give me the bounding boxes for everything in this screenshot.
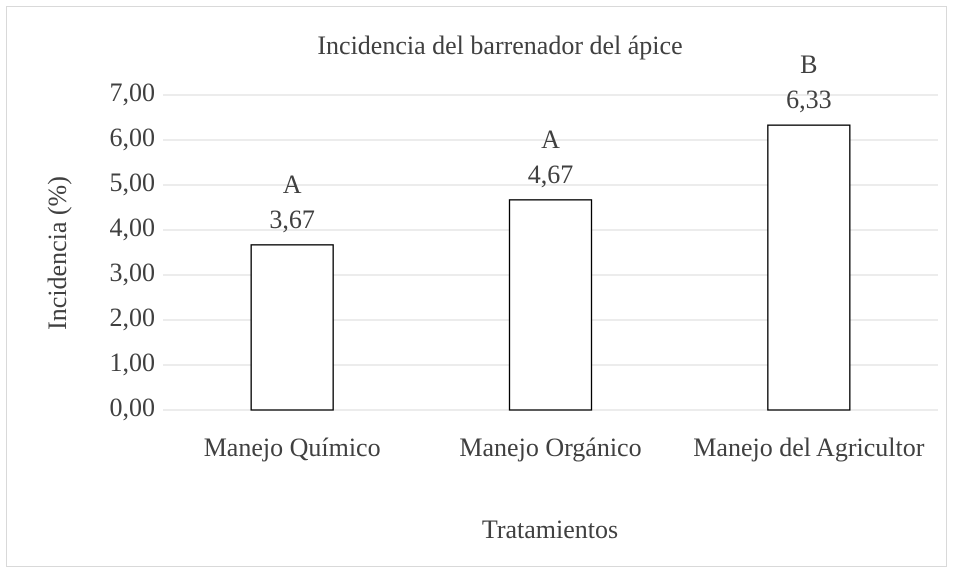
group-label: A	[283, 170, 302, 199]
y-axis-title: Incidencia (%)	[43, 176, 72, 330]
y-tick-label: 3,00	[110, 258, 156, 287]
value-label: 6,33	[786, 85, 832, 114]
y-tick-label: 5,00	[110, 168, 156, 197]
y-tick-label: 6,00	[110, 123, 156, 152]
bar	[508, 199, 593, 411]
y-tick-label: 2,00	[110, 303, 156, 332]
group-label: B	[800, 50, 817, 79]
x-tick-label: Manejo del Agricultor	[693, 433, 925, 462]
group-label: A	[541, 125, 560, 154]
value-label: 4,67	[528, 160, 574, 189]
bar	[767, 124, 851, 411]
chart-title: Incidencia del barrenador del ápice	[317, 31, 682, 60]
bar	[250, 244, 334, 411]
y-tick-label: 1,00	[110, 348, 156, 377]
y-tick-label: 4,00	[110, 213, 156, 242]
value-label: 3,67	[269, 205, 315, 234]
x-tick-label: Manejo Orgánico	[459, 433, 642, 462]
x-tick-label: Manejo Químico	[203, 433, 381, 462]
y-tick-label: 7,00	[110, 78, 156, 107]
y-tick-label: 0,00	[110, 393, 156, 422]
x-axis-title: Tratamientos	[482, 515, 618, 544]
